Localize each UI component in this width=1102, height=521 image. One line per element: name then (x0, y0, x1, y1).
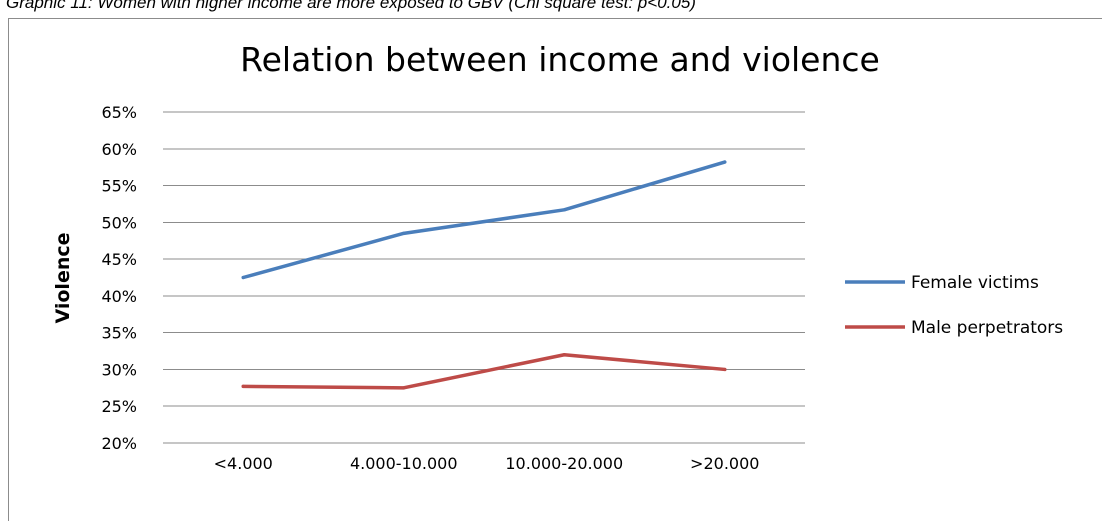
data-point (723, 367, 727, 372)
y-tick-label: 40% (101, 287, 137, 306)
x-tick-label: >20.000 (690, 454, 759, 473)
legend-label-0: Female victims (911, 273, 1039, 293)
y-tick-label: 45% (101, 250, 137, 269)
data-point (562, 353, 566, 357)
series-line-0 (241, 160, 727, 280)
y-tick-label: 55% (101, 177, 137, 196)
data-point (562, 208, 566, 212)
chart-title: Relation between income and violence (240, 40, 880, 79)
x-tick-labels: <4.000 4.000-10.000 10.000-20.000 >20.000 (214, 454, 760, 473)
y-tick-label: 50% (101, 213, 137, 232)
y-tick-label: 60% (101, 140, 137, 159)
data-point (241, 275, 245, 280)
y-tick-labels: 20% 25% 30% 35% 40% 45% 50% 55% 60% 65% (101, 103, 137, 453)
data-point (402, 386, 406, 390)
legend: Female victims Male perpetrators (845, 273, 1063, 338)
y-tick-label: 20% (101, 434, 137, 453)
data-point (241, 384, 245, 388)
x-tick-label: 4.000-10.000 (350, 454, 458, 473)
y-tick-label: 35% (101, 324, 137, 343)
series-line-1 (241, 352, 727, 390)
chart-frame (8, 18, 1102, 521)
figure-caption: Graphic 11: Women with higher income are… (6, 0, 696, 12)
data-point (723, 160, 727, 164)
x-tick-label: 10.000-20.000 (505, 454, 623, 473)
y-tick-label: 30% (101, 360, 137, 379)
gridlines (163, 111, 805, 444)
series-lines (241, 160, 727, 390)
x-tick-label: <4.000 (214, 454, 273, 473)
legend-label-1: Male perpetrators (911, 318, 1063, 338)
y-tick-label: 25% (101, 397, 137, 416)
y-tick-label: 65% (101, 103, 137, 122)
data-point (402, 231, 406, 235)
y-axis-label: Violence (52, 232, 74, 323)
